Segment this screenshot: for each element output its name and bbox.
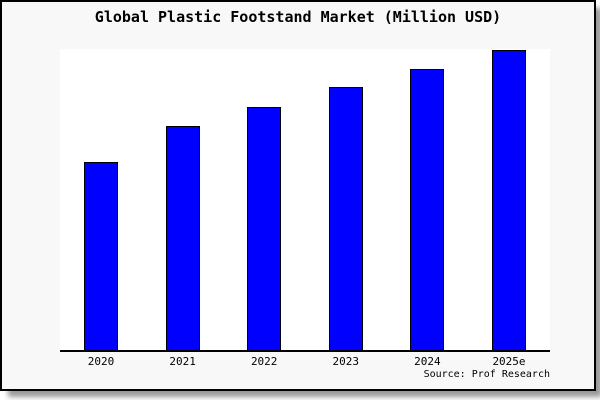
x-tick-label-2021: 2021 (169, 355, 196, 368)
x-tick-label-2022: 2022 (250, 355, 278, 368)
x-axis-labels: 2020 2021 2022 2023 2024 2025e (60, 355, 550, 371)
x-tick-label-2024: 2024 (414, 355, 441, 368)
bar-2025e (492, 50, 526, 350)
bar-2022 (247, 107, 282, 350)
plot-area (60, 49, 550, 352)
x-tick-label-2020: 2020 (87, 355, 115, 368)
chart-figure: Global Plastic Footstand Market (Million… (0, 0, 596, 391)
bar-2023 (328, 87, 363, 350)
source-caption: Source: Prof Research (423, 369, 550, 380)
bar-2024 (410, 69, 445, 350)
chart-title: Global Plastic Footstand Market (Million… (94, 8, 502, 26)
x-tick-label-2023: 2023 (332, 355, 360, 368)
bar-2020 (84, 162, 118, 350)
bar-2021 (165, 126, 200, 350)
x-tick-label-2025e: 2025e (492, 355, 526, 368)
